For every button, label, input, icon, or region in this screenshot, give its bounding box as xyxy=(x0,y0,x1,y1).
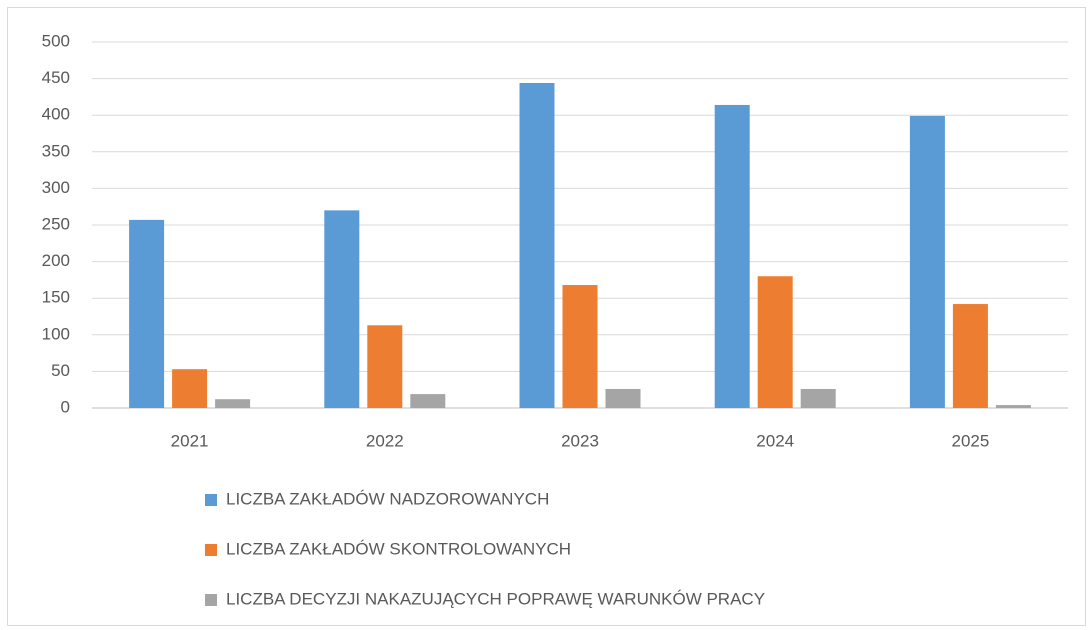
y-tick-label: 250 xyxy=(42,214,70,233)
bar xyxy=(562,285,598,408)
x-tick-label: 2024 xyxy=(756,431,794,450)
bar xyxy=(215,399,251,408)
x-tick-label: 2022 xyxy=(366,431,404,450)
x-tick-label: 2025 xyxy=(951,431,989,450)
x-tick-label: 2023 xyxy=(561,431,599,450)
legend-swatch xyxy=(205,494,217,506)
bar xyxy=(129,219,165,408)
y-tick-label: 400 xyxy=(42,105,70,124)
y-tick-label: 150 xyxy=(42,288,70,307)
bar xyxy=(519,82,555,408)
legend-label: LICZBA ZAKŁADÓW NADZOROWANYCH xyxy=(226,489,549,508)
y-tick-label: 100 xyxy=(42,324,70,343)
legend-label: LICZBA DECYZJI NAKAZUJĄCYCH POPRAWĘ WARU… xyxy=(226,589,765,608)
bar xyxy=(367,325,403,408)
legend-swatch xyxy=(205,544,217,556)
y-tick-label: 450 xyxy=(42,68,70,87)
bar xyxy=(410,394,446,408)
legend-label: LICZBA ZAKŁADÓW SKONTROLOWANYCH xyxy=(226,539,571,558)
y-tick-label: 350 xyxy=(42,141,70,160)
bar xyxy=(324,210,360,408)
y-tick-label: 500 xyxy=(42,31,70,50)
bar xyxy=(757,276,793,408)
bar xyxy=(952,304,988,408)
y-tick-label: 50 xyxy=(51,361,70,380)
y-tick-label: 300 xyxy=(42,178,70,197)
bar xyxy=(172,369,208,408)
bar xyxy=(800,388,836,408)
legend-swatch xyxy=(205,594,217,606)
bar xyxy=(995,405,1031,408)
y-tick-label: 0 xyxy=(61,397,70,416)
bar xyxy=(909,115,945,408)
x-tick-label: 2021 xyxy=(171,431,209,450)
bar xyxy=(605,388,641,408)
y-tick-label: 200 xyxy=(42,251,70,270)
bar xyxy=(714,104,750,409)
